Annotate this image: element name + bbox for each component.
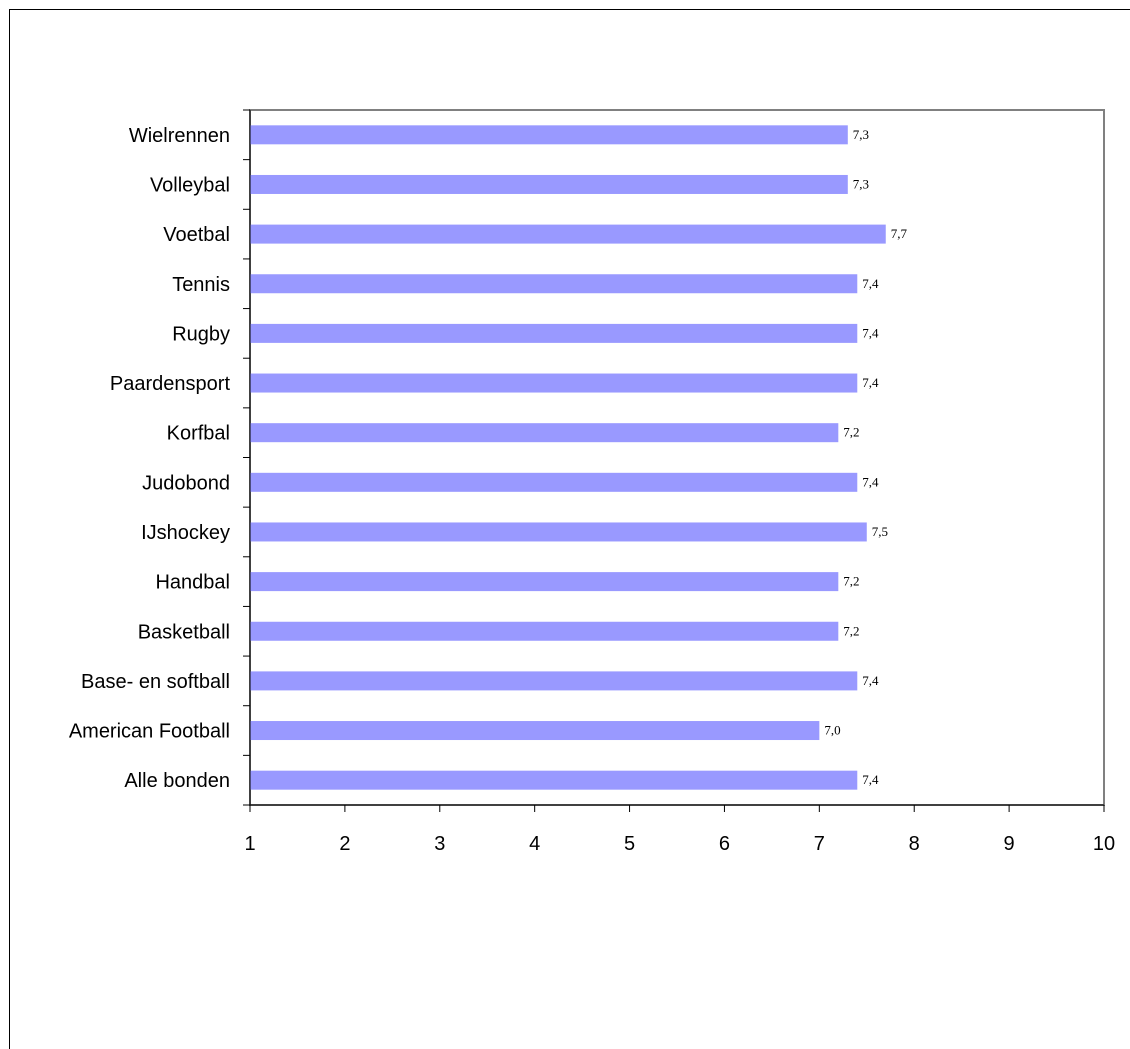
- category-label: Base- en softball: [81, 671, 230, 693]
- data-label: 7,2: [843, 623, 859, 638]
- bar: [250, 472, 858, 492]
- category-label: Rugby: [172, 323, 230, 345]
- data-label: 7,4: [862, 325, 879, 340]
- bar: [250, 423, 839, 443]
- category-label: Wielrennen: [129, 125, 230, 147]
- category-label: Korfbal: [167, 423, 230, 445]
- bar: [250, 274, 858, 294]
- bar: [250, 323, 858, 343]
- category-label: Handbal: [155, 572, 230, 594]
- data-label: 7,4: [862, 474, 879, 489]
- category-label: Paardensport: [110, 373, 231, 395]
- bar: [250, 770, 858, 790]
- data-label: 7,3: [853, 176, 869, 191]
- category-label: Tennis: [172, 274, 230, 296]
- data-label: 7,2: [843, 574, 859, 589]
- category-label: American Football: [69, 721, 230, 743]
- chart-frame: [9, 9, 1130, 1049]
- bar: [250, 125, 848, 145]
- x-tick-label: 9: [1004, 833, 1015, 855]
- x-tick-label: 1: [244, 833, 255, 855]
- data-label: 7,0: [824, 723, 840, 738]
- data-label: 7,7: [891, 226, 908, 241]
- category-label: Judobond: [142, 472, 230, 494]
- x-tick-label: 2: [339, 833, 350, 855]
- bar: [250, 621, 839, 641]
- data-label: 7,4: [862, 673, 879, 688]
- category-label: IJshockey: [141, 522, 230, 544]
- bar: [250, 224, 886, 244]
- data-label: 7,4: [862, 276, 879, 291]
- x-tick-label: 3: [434, 833, 445, 855]
- bar: [250, 572, 839, 592]
- category-label: Volleybal: [150, 174, 230, 196]
- bar: [250, 373, 858, 393]
- x-tick-label: 6: [719, 833, 730, 855]
- data-label: 7,4: [862, 772, 879, 787]
- category-label: Basketball: [138, 621, 230, 643]
- x-tick-label: 10: [1093, 833, 1115, 855]
- bar: [250, 671, 858, 691]
- plot-area: [249, 109, 1105, 806]
- x-tick-label: 8: [909, 833, 920, 855]
- data-label: 7,2: [843, 425, 859, 440]
- x-tick-label: 5: [624, 833, 635, 855]
- bars-layer: [250, 125, 886, 790]
- ticks-layer: [243, 109, 1105, 812]
- labels-layer: Wielrennen 7,3 Volleybal 7,3 Voetbal 7,7 Tenni…: [69, 125, 1115, 855]
- data-label: 7,3: [853, 127, 869, 142]
- bar: [250, 174, 848, 194]
- data-label: 7,5: [872, 524, 888, 539]
- x-tick-label: 7: [814, 833, 825, 855]
- category-label: Alle bonden: [124, 770, 230, 792]
- x-tick-label: 4: [529, 833, 540, 855]
- category-label: Voetbal: [163, 224, 230, 246]
- bar: [250, 522, 867, 542]
- bar: [250, 721, 820, 741]
- data-label: 7,4: [862, 375, 879, 390]
